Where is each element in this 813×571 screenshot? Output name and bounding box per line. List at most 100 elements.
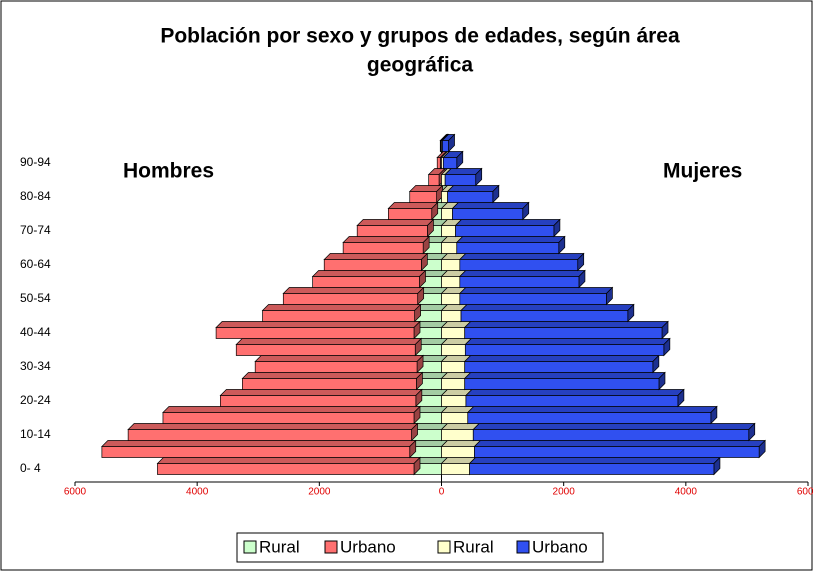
bar bbox=[441, 395, 467, 407]
bar bbox=[409, 191, 437, 203]
legend-swatch bbox=[243, 540, 257, 554]
bar bbox=[323, 259, 422, 271]
bar bbox=[220, 395, 417, 407]
bar bbox=[444, 174, 477, 186]
y-tick-label: 80-84 bbox=[20, 189, 51, 203]
bar bbox=[439, 140, 442, 152]
bar bbox=[282, 293, 419, 305]
bar-top bbox=[282, 287, 425, 294]
bar-top bbox=[101, 440, 417, 447]
y-tick-label: 90-94 bbox=[20, 155, 51, 169]
legend-label: Urbano bbox=[340, 537, 396, 556]
bar bbox=[312, 276, 420, 288]
bar bbox=[215, 327, 415, 339]
bar bbox=[441, 191, 448, 203]
chart-title: geográfica bbox=[367, 54, 474, 77]
bar-top bbox=[468, 457, 721, 464]
bar-top bbox=[458, 253, 585, 260]
bar bbox=[467, 412, 712, 424]
bar bbox=[464, 378, 660, 390]
bar bbox=[441, 293, 461, 305]
bar bbox=[459, 259, 579, 271]
bar bbox=[441, 327, 466, 339]
x-tick-label: 2000 bbox=[308, 487, 331, 498]
legend-swatch bbox=[437, 540, 451, 554]
bar bbox=[442, 140, 449, 152]
bar bbox=[436, 157, 441, 169]
annotation: Mujeres bbox=[663, 160, 742, 183]
bar-top bbox=[440, 423, 481, 430]
bar bbox=[388, 208, 433, 220]
bar bbox=[242, 378, 417, 390]
bar bbox=[441, 242, 458, 254]
bar bbox=[162, 412, 415, 424]
bar bbox=[464, 361, 654, 373]
legend-label: Urbano bbox=[532, 537, 588, 556]
bar bbox=[465, 395, 679, 407]
bar-top bbox=[342, 236, 431, 243]
y-tick-label: 20-24 bbox=[20, 393, 51, 407]
legend-swatch bbox=[516, 540, 530, 554]
bar bbox=[262, 310, 415, 322]
bar-top bbox=[463, 372, 666, 379]
bar bbox=[469, 463, 715, 475]
bar-top bbox=[219, 389, 423, 396]
y-tick-label: 40-44 bbox=[20, 325, 51, 339]
bar-top bbox=[451, 202, 530, 209]
legend-label: Rural bbox=[259, 537, 300, 556]
bar bbox=[356, 225, 428, 237]
bar bbox=[441, 429, 474, 441]
y-tick-label: 0- 4 bbox=[20, 461, 41, 475]
bar bbox=[456, 242, 560, 254]
bar bbox=[441, 344, 466, 356]
bar bbox=[101, 446, 411, 458]
bar bbox=[441, 225, 456, 237]
bar-top bbox=[458, 287, 614, 294]
bar bbox=[447, 191, 494, 203]
bar-top bbox=[156, 457, 421, 464]
bar bbox=[442, 157, 458, 169]
bar bbox=[441, 446, 475, 458]
bar-top bbox=[356, 219, 435, 226]
bar-top bbox=[127, 423, 419, 430]
bar bbox=[441, 310, 462, 322]
bar-top bbox=[464, 338, 671, 345]
bar bbox=[452, 208, 524, 220]
x-tick-label: 6000 bbox=[797, 487, 813, 498]
y-tick-label: 60-64 bbox=[20, 257, 51, 271]
bar-top bbox=[235, 338, 423, 345]
bar bbox=[441, 412, 469, 424]
chart-title: Población por sexo y grupos de edades, s… bbox=[160, 25, 680, 48]
bar bbox=[441, 378, 466, 390]
bar-top bbox=[323, 253, 429, 260]
bar bbox=[157, 463, 415, 475]
legend-label: Rural bbox=[453, 537, 494, 556]
y-tick-label: 30-34 bbox=[20, 359, 51, 373]
bar-top bbox=[463, 321, 669, 328]
legend bbox=[236, 532, 604, 563]
bar bbox=[464, 327, 663, 339]
bar bbox=[441, 208, 453, 220]
bar-top bbox=[455, 236, 566, 243]
bar-top bbox=[463, 355, 660, 362]
bar bbox=[428, 174, 440, 186]
bar-top bbox=[387, 202, 439, 209]
y-tick-label: 70-74 bbox=[20, 223, 51, 237]
bar bbox=[441, 174, 446, 186]
bar-top bbox=[215, 321, 421, 328]
bar bbox=[455, 225, 555, 237]
legend-swatch bbox=[324, 540, 338, 554]
bar bbox=[342, 242, 424, 254]
bar bbox=[474, 446, 760, 458]
x-tick-label: 4000 bbox=[186, 487, 209, 498]
bar-top bbox=[454, 219, 561, 226]
bar-top bbox=[254, 355, 424, 362]
bar-top bbox=[472, 423, 756, 430]
x-tick-label: 2000 bbox=[553, 487, 576, 498]
bar-top bbox=[446, 185, 500, 192]
bar-top bbox=[473, 440, 766, 447]
bar bbox=[235, 344, 416, 356]
x-tick-label: 0 bbox=[439, 487, 445, 498]
annotation: Hombres bbox=[123, 160, 214, 183]
